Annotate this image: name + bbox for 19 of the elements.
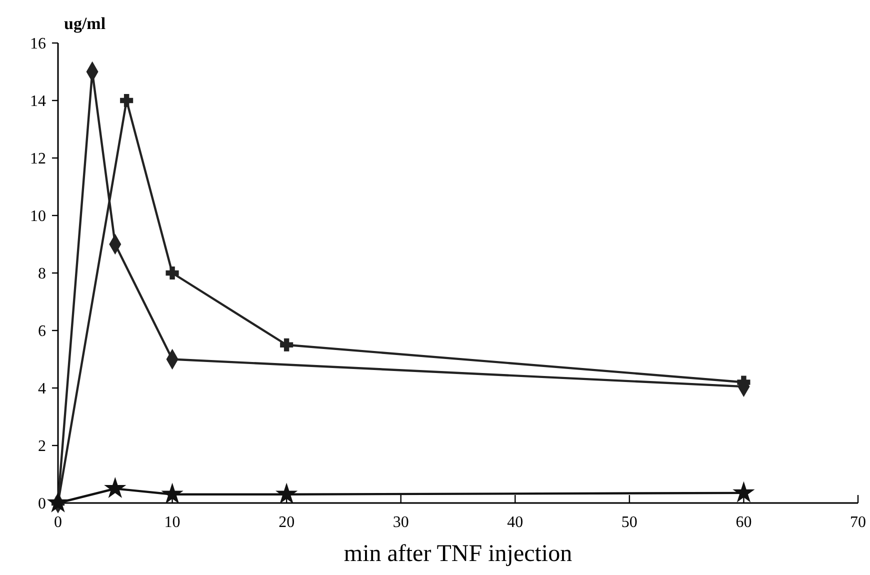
x-axis-title: min after TNF injection <box>344 541 572 567</box>
y-tick-label: 4 <box>38 380 46 398</box>
y-tick-label: 8 <box>38 266 46 283</box>
y-tick-label: 12 <box>30 150 46 168</box>
x-tick-label: 20 <box>278 514 295 531</box>
y-tick-label: 0 <box>38 496 46 513</box>
y-tick-label: 16 <box>30 36 46 53</box>
x-tick-label: 40 <box>507 514 524 531</box>
x-tick-label: 70 <box>850 514 866 531</box>
y-tick-label: 2 <box>38 438 46 456</box>
y-tick-label: 6 <box>38 323 46 340</box>
y-tick-label: 10 <box>30 208 46 226</box>
x-tick-label: 50 <box>621 514 638 531</box>
x-tick-label: 30 <box>392 514 409 531</box>
x-tick-label: 0 <box>54 514 62 531</box>
y-axis-title: ug/ml <box>64 14 106 33</box>
x-tick-label: 10 <box>164 514 180 531</box>
y-tick-label: 14 <box>30 93 46 110</box>
x-tick-label: 60 <box>736 514 752 531</box>
